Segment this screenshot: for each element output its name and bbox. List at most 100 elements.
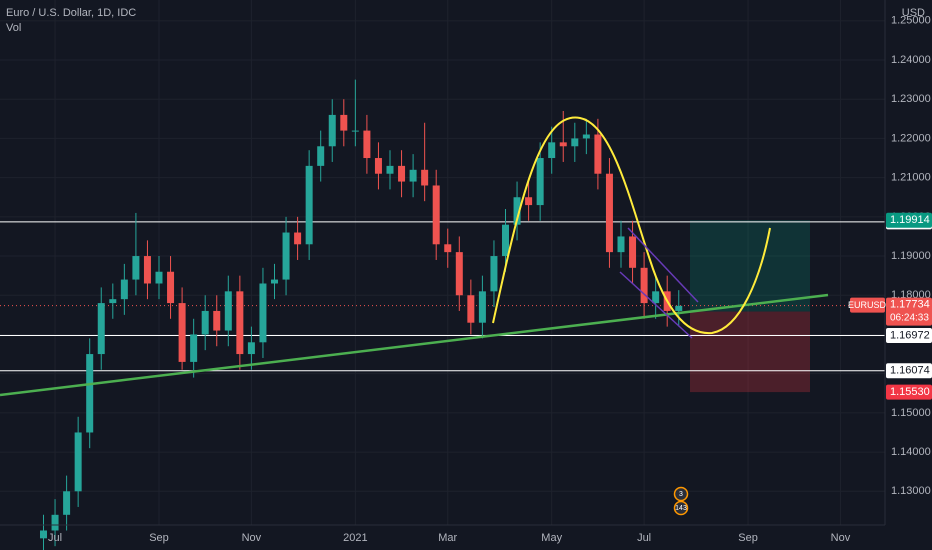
candle-body bbox=[167, 271, 175, 304]
candles bbox=[40, 79, 683, 550]
last-price-tag: 1.17734 bbox=[890, 299, 930, 311]
y-tick-label: 1.25000 bbox=[891, 15, 931, 27]
chart-title: Euro / U.S. Dollar, 1D, IDC bbox=[6, 7, 136, 19]
candle-body bbox=[51, 514, 59, 531]
candle-body bbox=[409, 169, 417, 182]
candle-body bbox=[490, 256, 498, 292]
target-tag: 1.19914 bbox=[890, 214, 930, 226]
candle-body bbox=[86, 354, 94, 433]
candle-body bbox=[109, 299, 117, 304]
last-tag-bg bbox=[886, 297, 932, 326]
level-tag: 1.16972 bbox=[890, 329, 930, 341]
candle-body bbox=[421, 169, 429, 186]
x-tick-label: Jul bbox=[48, 532, 62, 544]
candle-body bbox=[271, 279, 278, 284]
event-count: 3 bbox=[679, 491, 683, 498]
x-tick-label: Jul bbox=[637, 532, 651, 544]
event-count: 143 bbox=[675, 505, 687, 512]
candle-body bbox=[432, 185, 440, 245]
candle-body bbox=[340, 114, 348, 131]
axis-bg bbox=[885, 0, 932, 550]
x-tick-label: Sep bbox=[738, 532, 758, 544]
candle-body bbox=[675, 305, 683, 311]
candle-body bbox=[155, 271, 163, 284]
level-tag-bg bbox=[886, 328, 932, 344]
candle-body bbox=[594, 134, 602, 174]
profit-zone bbox=[690, 220, 810, 312]
symbol-tag-bg bbox=[850, 297, 885, 313]
x-tick-label: Nov bbox=[831, 532, 851, 544]
candle-body bbox=[363, 130, 371, 159]
y-tick-label: 1.19000 bbox=[891, 250, 931, 262]
candle-body bbox=[143, 256, 151, 284]
level-tag-bg bbox=[886, 363, 932, 379]
stop-tag: 1.15530 bbox=[890, 386, 930, 398]
y-tick-label: 1.22000 bbox=[891, 132, 931, 144]
candle-body bbox=[548, 142, 556, 159]
candle-body bbox=[247, 342, 255, 355]
symbol-tag: EURUSD bbox=[848, 300, 887, 310]
candle-body bbox=[640, 267, 648, 304]
currency-label: USD bbox=[902, 7, 925, 19]
candle-body bbox=[467, 295, 475, 323]
candle-body bbox=[525, 197, 533, 206]
candle-body bbox=[582, 134, 590, 139]
candle-body bbox=[132, 256, 140, 280]
candle-body bbox=[120, 279, 128, 300]
candle-body bbox=[63, 491, 71, 515]
candle-body bbox=[40, 530, 47, 539]
candle-body bbox=[351, 130, 359, 132]
x-tick-label: Sep bbox=[149, 532, 169, 544]
channel-line bbox=[619, 271, 693, 339]
candle-body bbox=[236, 291, 244, 355]
candle-body bbox=[305, 165, 313, 245]
y-tick-label: 1.23000 bbox=[891, 93, 931, 105]
x-tick-label: Nov bbox=[242, 532, 262, 544]
y-tick-label: 1.14000 bbox=[891, 446, 931, 458]
candle-body bbox=[178, 303, 186, 362]
x-tick-label: May bbox=[541, 532, 562, 544]
curve-drawing bbox=[492, 116, 771, 335]
y-tick-label: 1.24000 bbox=[891, 54, 931, 66]
trend-line bbox=[0, 293, 829, 397]
candle-body bbox=[617, 236, 625, 253]
countdown: 06:24:33 bbox=[890, 312, 929, 323]
candle-body bbox=[605, 173, 613, 253]
candle-body bbox=[444, 244, 452, 253]
candle-body bbox=[328, 114, 336, 147]
candle-body bbox=[213, 310, 221, 331]
candle-body bbox=[97, 303, 105, 355]
y-tick-label: 1.21000 bbox=[891, 172, 931, 184]
candle-body bbox=[652, 291, 660, 304]
candle-body bbox=[374, 158, 382, 174]
candle-body bbox=[282, 232, 290, 280]
level-tag: 1.16074 bbox=[890, 365, 930, 377]
candle-body bbox=[190, 334, 198, 362]
candle-body bbox=[259, 283, 267, 343]
drawings bbox=[0, 116, 829, 397]
candle-body bbox=[629, 236, 637, 268]
candle-body bbox=[455, 252, 463, 296]
y-tick-label: 1.15000 bbox=[891, 407, 931, 419]
candle-body bbox=[201, 310, 209, 335]
loss-zone bbox=[690, 311, 810, 393]
target-tag-bg bbox=[886, 212, 932, 228]
x-tick-label: Mar bbox=[438, 532, 457, 544]
x-tick-label: 2021 bbox=[343, 532, 367, 544]
event-icon bbox=[673, 500, 689, 516]
candle-body bbox=[502, 224, 509, 257]
candle-body bbox=[398, 165, 406, 182]
stop-tag-bg bbox=[886, 384, 932, 400]
candle-body bbox=[478, 291, 486, 323]
candle-body bbox=[224, 291, 232, 331]
candle-body bbox=[317, 146, 325, 166]
candle-body bbox=[74, 432, 82, 492]
candle-body bbox=[386, 165, 394, 174]
indicator-label: Vol bbox=[6, 22, 21, 34]
candle-body bbox=[536, 158, 544, 206]
position-tool[interactable] bbox=[0, 220, 885, 393]
channel-line bbox=[627, 227, 699, 303]
